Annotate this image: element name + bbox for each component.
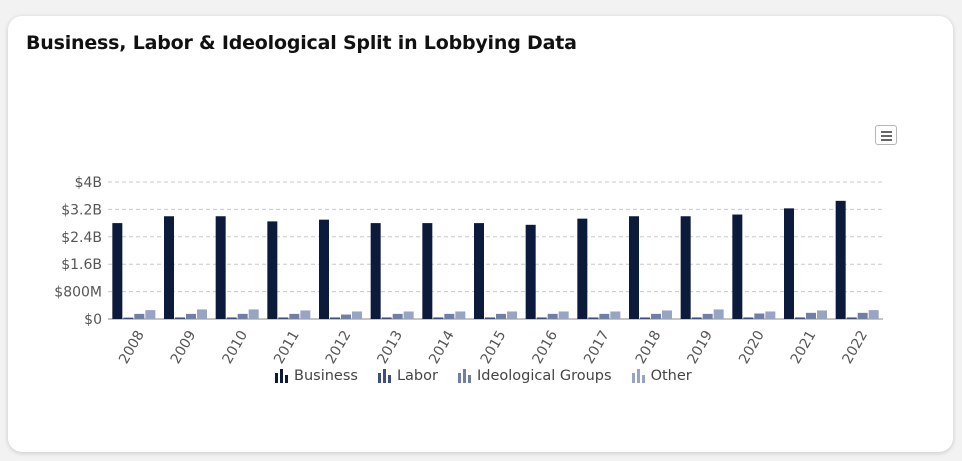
bar-business [370,223,381,319]
bar-labor [795,317,805,319]
bar-labor [640,317,650,319]
legend-item-other[interactable]: Other [631,368,692,384]
x-tick-label: 2008 [116,328,148,367]
hamburger-menu-icon[interactable] [875,125,897,145]
bar-chart-icon [457,369,471,383]
bar-business [215,216,226,319]
bar-business [835,200,846,319]
bar-labor [226,317,237,319]
legend-label: Business [294,368,358,384]
bar-chart-icon [377,369,391,383]
bar-business [525,224,536,319]
bar-labor [485,317,495,319]
bar-business [680,216,691,319]
y-tick-label: $0 [84,312,102,328]
bar-other [507,311,517,319]
bar-other [403,311,414,319]
bar-labor [330,317,340,319]
x-tick-label: 2022 [839,328,871,367]
bar-other [765,311,776,319]
x-tick-label: 2019 [684,328,716,367]
x-tick-label: 2015 [478,328,510,367]
legend-label: Ideological Groups [476,368,612,384]
bar-ideological-groups [857,312,868,319]
x-tick-label: 2010 [219,328,251,367]
bar-other [248,309,259,319]
x-tick-label: 2021 [788,328,820,367]
bar-business [112,223,123,319]
bar-business [474,223,484,319]
bar-other [713,309,724,319]
bar-other [352,311,362,319]
bar-labor [846,317,857,319]
bar-ideological-groups [444,313,455,319]
bar-other [662,310,672,319]
bar-ideological-groups [134,313,145,319]
x-tick-label: 2020 [736,328,768,367]
bar-labor [536,317,547,319]
bar-ideological-groups [186,313,196,319]
bar-labor [588,317,599,319]
bar-ideological-groups [702,313,713,319]
bar-other [558,311,569,319]
bar-ideological-groups [547,313,558,319]
bar-labor [123,317,134,319]
bar-ideological-groups [651,313,661,319]
bar-ideological-groups [754,313,765,319]
y-tick-label: $3.2B [61,202,102,218]
bar-ideological-groups [341,314,351,319]
bar-labor [691,317,702,319]
bar-ideological-groups [806,312,816,319]
bar-labor [175,317,185,319]
bar-ideological-groups [289,313,300,319]
legend-item-labor[interactable]: Labor [377,368,438,384]
bar-labor [433,317,444,319]
legend-label: Labor [396,368,438,384]
chart-legend: Business Labor Ideological Groups Other [275,364,692,388]
bar-chart-icon [631,369,645,383]
x-tick-label: 2011 [271,328,303,367]
bar-other [145,310,156,319]
x-tick-label: 2009 [168,328,200,367]
x-tick-label: 2018 [633,328,665,367]
bar-ideological-groups [599,313,610,319]
bar-business [784,208,794,319]
bar-other [197,309,207,319]
bar-business [267,221,278,319]
bar-other [300,310,311,319]
x-tick-label: 2014 [426,328,458,367]
x-tick-label: 2012 [323,328,355,367]
bar-other [868,310,879,319]
y-tick-label: $4B [75,175,102,191]
x-tick-label: 2013 [374,328,406,367]
bar-ideological-groups [237,313,248,319]
bar-labor [381,317,392,319]
bar-ideological-groups [496,313,506,319]
bar-business [629,216,639,319]
bar-business [164,216,174,319]
x-tick-label: 2016 [529,328,561,367]
bar-chart-icon [275,369,288,383]
bar-business [732,214,743,319]
bar-ideological-groups [392,313,403,319]
legend-item-business[interactable]: Business [275,368,358,384]
bar-labor [278,317,289,319]
bar-other [610,311,621,319]
y-tick-label: $800M [54,285,102,301]
y-tick-label: $2.4B [61,230,102,246]
bar-business [577,218,588,319]
legend-item-ideological-groups[interactable]: Ideological Groups [457,368,612,384]
bar-other [817,310,827,319]
y-tick-label: $1.6B [61,257,102,273]
legend-label: Other [650,368,692,384]
x-tick-label: 2017 [581,328,613,367]
bar-other [455,311,466,319]
bar-labor [743,317,754,319]
bar-business [422,223,433,319]
bar-business [319,219,329,319]
chart-title: Business, Labor & Ideological Split in L… [26,32,577,54]
